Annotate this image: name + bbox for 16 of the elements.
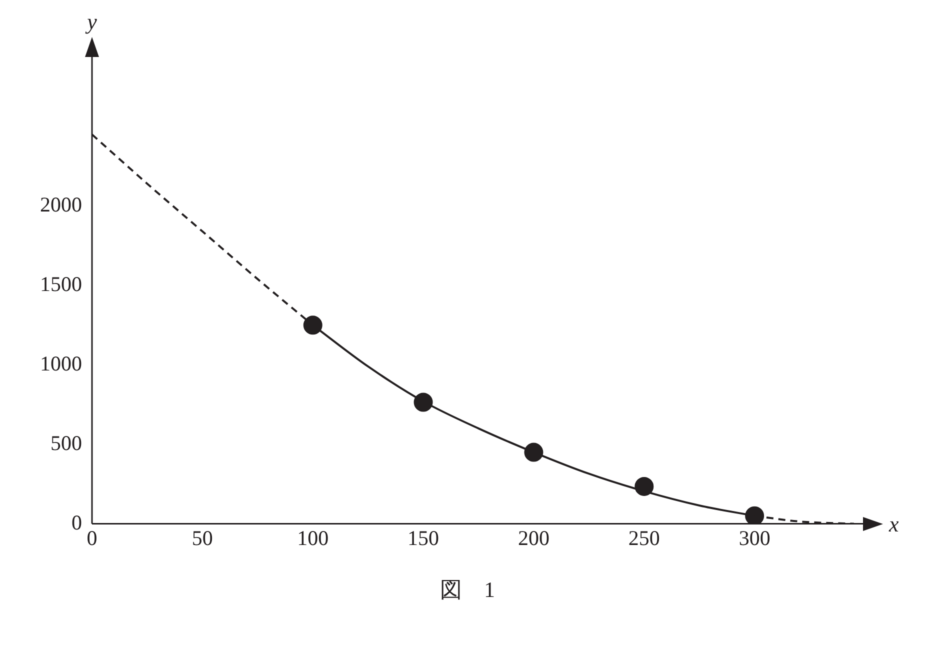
y-tick-label: 1000 [40,351,82,376]
point [303,316,322,335]
y-axis-title: y [85,8,98,34]
caption: 図 1 [439,576,496,604]
y-tick-label: 1500 [40,272,82,296]
x-axis-title: x [888,512,899,537]
x-tick-label: 300 [738,526,770,550]
x-tick-label: 100 [297,526,329,550]
x-tick-label: 250 [628,526,660,550]
y-tick-label: 2000 [40,192,82,216]
y-tick-label: 500 [50,430,82,455]
x-tick-label: 0 [86,526,98,550]
x-tick-label: 150 [408,526,440,550]
y-tick-label: 0 [72,510,82,534]
x-tick-label: 200 [518,526,550,550]
x-tick-label: 50 [192,526,213,550]
